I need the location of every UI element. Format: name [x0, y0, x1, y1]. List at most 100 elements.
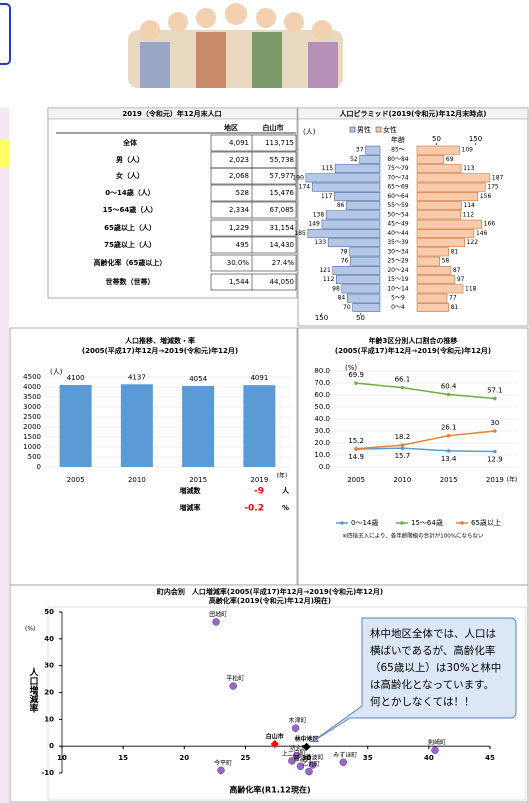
value-label: 156	[480, 193, 492, 200]
y-tick-label: 10	[44, 715, 54, 723]
x-unit: (年)	[277, 472, 288, 480]
value-label: 97	[457, 276, 465, 283]
value-label: 4091	[250, 374, 268, 382]
x-tick-label: 45	[485, 754, 495, 762]
table-row-label: 男（人）	[116, 155, 144, 164]
table-value: 2,023	[229, 156, 249, 164]
point	[306, 768, 313, 775]
table-header: 地区	[224, 123, 238, 132]
value-label: 58	[442, 258, 450, 265]
value-label: 146	[476, 230, 488, 237]
point-label: 木津町	[289, 717, 307, 725]
table-value: 528	[236, 189, 249, 197]
point	[431, 747, 438, 754]
chart-subtitle: (2005(平成17)年12月→2019(令和元)年12月)	[82, 346, 238, 355]
value-label: 115	[322, 165, 334, 172]
marker	[354, 381, 358, 385]
chart-title: 人口ピラミッド(2019(令和元)年12月末時点)	[339, 109, 486, 118]
bar	[182, 386, 214, 467]
value-label: 4054	[189, 375, 207, 383]
bar	[60, 385, 92, 467]
bar	[417, 155, 444, 163]
bar	[417, 174, 490, 182]
table-value: 27.4%	[272, 259, 295, 267]
age-label: 80～84	[387, 156, 408, 163]
x-tick-label: 50	[432, 135, 441, 143]
summary-unit: 人	[282, 486, 290, 495]
y-tick-label: 0.0	[319, 463, 330, 471]
table-row-label: 高齢化率（65歳以上）	[94, 258, 167, 267]
callout-text: は高齢化となっています。	[370, 678, 494, 691]
age-label: 65～69	[387, 184, 408, 191]
value-label: 114	[463, 202, 475, 209]
value-label: 112	[463, 211, 475, 218]
x-tick-label: 50	[356, 314, 365, 322]
y-tick-label: 30.0	[314, 427, 330, 435]
y-tick-label: 1000	[23, 443, 41, 451]
age-label: 0～4	[391, 304, 405, 311]
value-label: 37	[356, 147, 364, 154]
callout-text: 横ばいであるが、高齢化率	[370, 644, 495, 657]
marker	[354, 447, 358, 451]
bar	[335, 165, 380, 173]
chart-title: 人口推移、増減数・率	[125, 336, 195, 345]
legend-marker	[460, 521, 464, 525]
table-value: 55,738	[270, 156, 295, 164]
x-tick-label: 15	[118, 754, 128, 762]
value-label: 4100	[67, 374, 85, 382]
point-label: 平松町	[226, 675, 244, 683]
x-tick-label: 25	[241, 754, 251, 762]
value-label: 98	[332, 285, 340, 292]
point	[340, 759, 347, 766]
legend-marker	[400, 521, 404, 525]
marker	[493, 450, 497, 454]
bar	[417, 229, 474, 237]
y-tick-label: 20	[44, 689, 54, 697]
bar	[306, 174, 380, 182]
value-label: 133	[315, 239, 327, 246]
age-label: 60～64	[387, 193, 408, 200]
bar	[243, 385, 275, 467]
point-label: 林中地区	[295, 735, 319, 743]
table-row-label: 女（人）	[116, 171, 144, 180]
value-label: 149	[308, 221, 320, 228]
bar	[336, 276, 380, 284]
bar	[417, 165, 461, 173]
x-tick-label: 2010	[393, 476, 411, 484]
value-label: 70	[343, 304, 351, 311]
value-label: 69.9	[348, 371, 364, 379]
point-label: 乙丸町	[302, 760, 320, 768]
bar	[417, 276, 455, 284]
footnote: ※四捨五入により、各年齢階級の合計が100%にならない	[342, 532, 484, 540]
table-value: 30.0%	[227, 259, 250, 267]
value-label: 109	[462, 147, 474, 154]
value-label: 81	[451, 248, 459, 255]
table-value: 4,091	[229, 139, 249, 147]
legend-label: 0～14歳	[351, 518, 378, 527]
unit-label: (%)	[25, 626, 35, 633]
age-label: 40～44	[387, 230, 408, 237]
bar	[333, 266, 380, 274]
point-label: みずほ町	[333, 751, 357, 759]
age-label: 35～39	[387, 239, 408, 246]
bar	[350, 248, 380, 256]
value-label: 121	[319, 267, 331, 274]
summary-value: -0.2	[244, 504, 264, 514]
value-label: 52	[350, 156, 358, 163]
x-tick-label: 150	[469, 135, 482, 143]
legend-label: 15～64歳	[411, 518, 443, 527]
panel	[48, 108, 297, 298]
y-tick-label: 40.0	[314, 415, 330, 423]
bar	[322, 220, 380, 228]
summary-label: 増減数	[180, 486, 202, 495]
bar	[347, 294, 380, 302]
table-value: 44,050	[270, 278, 295, 286]
side-strip	[0, 108, 9, 803]
x-tick-label: 2019	[486, 476, 504, 484]
age-label: 85～	[391, 147, 405, 154]
value-label: 86	[337, 202, 345, 209]
value-label: 69	[446, 156, 454, 163]
value-label: 12.9	[487, 456, 503, 464]
table-value: 113,715	[265, 139, 294, 147]
x-unit: (年)	[507, 476, 518, 484]
